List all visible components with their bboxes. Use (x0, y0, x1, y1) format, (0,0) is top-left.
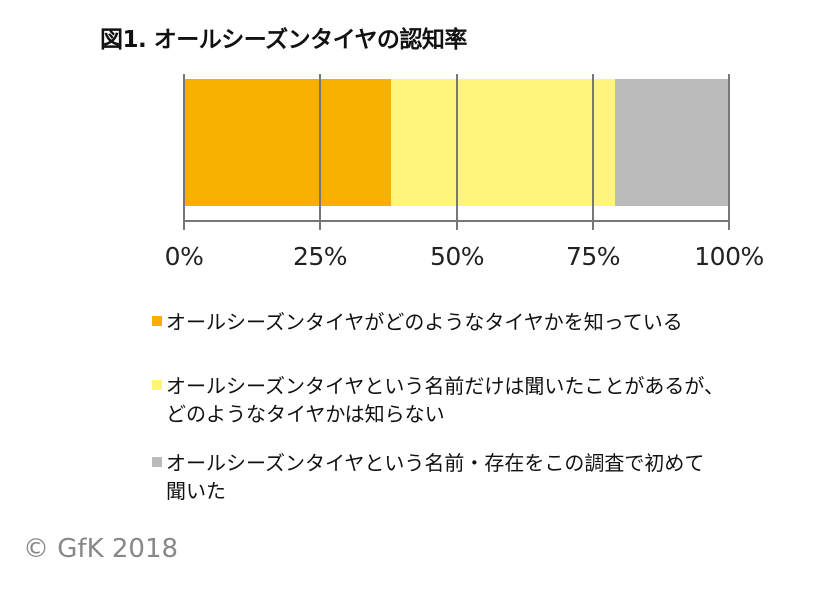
gridline-100 (728, 74, 730, 230)
legend-item: オールシーズンタイヤという名前・存在をこの調査で初めて 聞いた (152, 449, 704, 505)
legend-swatch-icon (152, 380, 162, 390)
legend-item: オールシーズンタイヤという名前だけは聞いたことがあるが、 どのようなタイヤかは知… (152, 372, 724, 428)
x-tick-label: 100% (694, 242, 764, 271)
bar-segment-1 (183, 79, 391, 206)
bar-segment-2 (390, 79, 616, 206)
x-axis-line (183, 220, 730, 222)
x-tick-label: 25% (292, 242, 348, 271)
bar-segment-3 (615, 79, 730, 206)
gridline-0 (183, 74, 185, 230)
x-tick-label: 0% (164, 242, 204, 271)
gridline-25 (319, 74, 321, 230)
plot-area (183, 74, 730, 234)
legend-item: オールシーズンタイヤがどのようなタイヤかを知っている (152, 308, 683, 336)
gridline-75 (592, 74, 594, 230)
x-tick-label: 75% (565, 242, 621, 271)
legend-label: オールシーズンタイヤという名前・存在をこの調査で初めて 聞いた (166, 451, 705, 503)
legend-swatch-icon (152, 316, 162, 326)
chart-title: 図1. オールシーズンタイヤの認知率 (100, 27, 467, 53)
legend-swatch-icon (152, 457, 162, 467)
legend-label: オールシーズンタイヤという名前だけは聞いたことがあるが、 どのようなタイヤかは知… (166, 374, 724, 426)
x-tick-label: 50% (429, 242, 485, 271)
stacked-bar (183, 79, 730, 206)
copyright-credit: © GfK 2018 (23, 534, 179, 564)
gridline-50 (456, 74, 458, 230)
legend-label: オールシーズンタイヤがどのようなタイヤかを知っている (166, 310, 683, 334)
